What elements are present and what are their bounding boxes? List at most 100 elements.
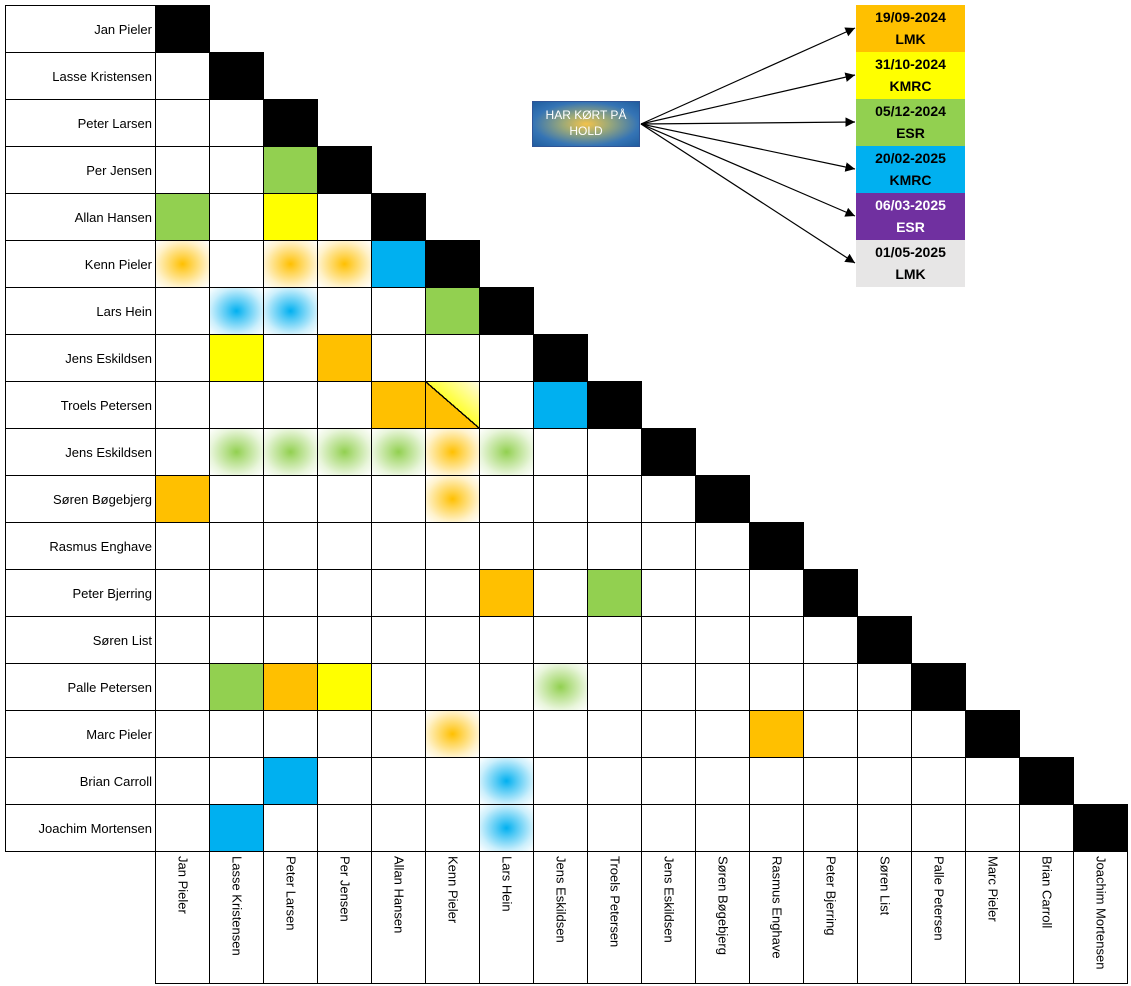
match-cell — [587, 616, 642, 664]
column-name-label: Allan Hansen — [391, 856, 406, 934]
match-cell — [533, 428, 588, 476]
match-cell — [155, 663, 210, 711]
column-name-cell: Lasse Kristensen — [209, 851, 264, 984]
match-cell — [479, 804, 534, 852]
match-cell — [533, 663, 588, 711]
match-cell — [155, 804, 210, 852]
diagonal-cell — [1073, 804, 1128, 852]
row-name-label: Rasmus Enghave — [49, 538, 152, 554]
match-cell — [155, 381, 210, 429]
match-cell — [641, 710, 696, 758]
match-cell — [533, 522, 588, 570]
row-name-label: Jens Eskildsen — [65, 350, 152, 366]
row-name-cell: Søren List — [5, 616, 156, 664]
match-cell — [371, 287, 426, 335]
match-cell — [371, 475, 426, 523]
legend-date: 01/05-2025 — [875, 243, 946, 260]
match-cell — [317, 381, 372, 429]
legend-item: 19/09-2024 LMK — [856, 5, 965, 52]
row-name-label: Lars Hein — [96, 303, 152, 319]
match-cell — [479, 475, 534, 523]
match-cell — [695, 757, 750, 805]
match-cell — [317, 522, 372, 570]
match-cell — [533, 381, 588, 429]
match-cell — [749, 757, 804, 805]
column-name-cell: Per Jensen — [317, 851, 372, 984]
match-cell — [317, 616, 372, 664]
match-cell — [425, 522, 480, 570]
match-cell — [209, 334, 264, 382]
column-name-label: Marc Pieler — [985, 856, 1000, 922]
match-cell — [425, 757, 480, 805]
match-cell — [803, 663, 858, 711]
match-cell — [371, 804, 426, 852]
match-cell — [803, 616, 858, 664]
diagonal-cell — [641, 428, 696, 476]
row-name-label: Søren Bøgebjerg — [53, 491, 152, 507]
match-cell — [263, 475, 318, 523]
match-cell — [263, 710, 318, 758]
match-cell — [695, 616, 750, 664]
match-cell — [371, 663, 426, 711]
diagonal-cell — [263, 99, 318, 147]
match-cell — [371, 757, 426, 805]
match-cell — [533, 804, 588, 852]
match-cell — [587, 663, 642, 711]
column-name-cell: Jens Eskildsen — [641, 851, 696, 984]
match-cell — [425, 428, 480, 476]
match-cell — [263, 334, 318, 382]
column-name-label: Jens Eskildsen — [661, 856, 676, 943]
row-name-label: Peter Larsen — [77, 115, 152, 131]
match-cell — [587, 710, 642, 758]
match-cell — [317, 334, 372, 382]
column-name-cell: Jan Pieler — [155, 851, 210, 984]
match-cell — [911, 710, 966, 758]
match-cell — [371, 522, 426, 570]
match-cell — [533, 475, 588, 523]
match-cell — [263, 757, 318, 805]
match-cell — [155, 616, 210, 664]
match-cell — [587, 428, 642, 476]
match-cell — [479, 522, 534, 570]
column-name-cell: Rasmus Enghave — [749, 851, 804, 984]
column-name-cell: Peter Larsen — [263, 851, 318, 984]
row-name-label: Per Jensen — [86, 162, 152, 178]
match-cell — [533, 569, 588, 617]
column-name-cell: Søren List — [857, 851, 912, 984]
legend-item: 05/12-2024 ESR — [856, 99, 965, 146]
row-name-label: Kenn Pieler — [84, 256, 152, 272]
match-cell — [803, 710, 858, 758]
legend-item: 20/02-2025 KMRC — [856, 146, 965, 193]
match-cell — [263, 193, 318, 241]
column-name-cell: Marc Pieler — [965, 851, 1020, 984]
column-name-label: Jan Pieler — [175, 856, 190, 914]
diagonal-cell — [479, 287, 534, 335]
match-cell — [263, 616, 318, 664]
note-text: HAR KØRT PÅ HOLD — [545, 108, 627, 138]
match-cell — [155, 569, 210, 617]
column-name-cell: Allan Hansen — [371, 851, 426, 984]
arrows-layer — [640, 27, 856, 264]
match-cell — [425, 475, 480, 523]
match-cell — [425, 616, 480, 664]
legend-date: 20/02-2025 — [875, 149, 946, 166]
match-cell — [155, 757, 210, 805]
match-cell — [587, 569, 642, 617]
match-cell — [155, 99, 210, 147]
match-cell — [641, 616, 696, 664]
column-name-label: Palle Petersen — [931, 856, 946, 941]
diagonal-cell — [965, 710, 1020, 758]
match-cell — [479, 757, 534, 805]
match-cell — [209, 710, 264, 758]
match-cell — [587, 522, 642, 570]
row-name-cell: Allan Hansen — [5, 193, 156, 241]
match-cell — [317, 710, 372, 758]
match-cell — [317, 569, 372, 617]
arrow-line — [640, 123, 856, 264]
match-cell — [749, 804, 804, 852]
match-cell — [533, 757, 588, 805]
diagonal-cell — [857, 616, 912, 664]
match-cell — [425, 569, 480, 617]
column-name-label: Troels Petersen — [607, 856, 622, 948]
row-name-cell: Marc Pieler — [5, 710, 156, 758]
